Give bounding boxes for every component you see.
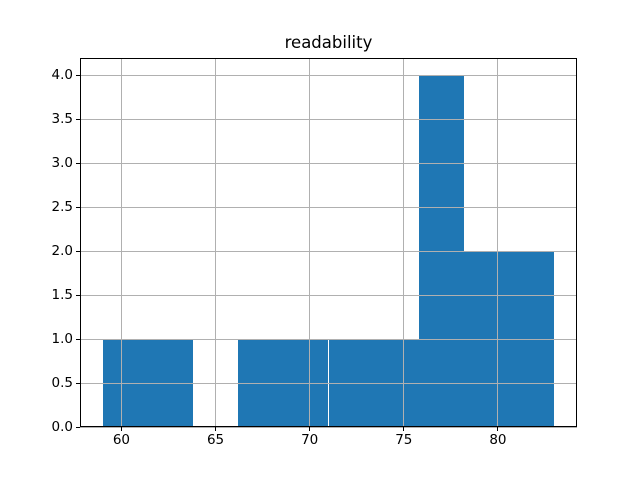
x-tick-label: 75 (395, 432, 413, 448)
y-tick-label: 2.0 (51, 242, 73, 259)
y-tick-mark (76, 426, 80, 428)
gridline-horizontal (80, 338, 577, 340)
chart-title: readability (284, 33, 373, 52)
x-tick-mark (309, 427, 311, 431)
x-tick-label: 80 (489, 432, 507, 448)
gridline-horizontal (80, 162, 577, 164)
x-tick-label: 70 (301, 432, 319, 448)
gridline-horizontal (80, 250, 577, 252)
y-tick-label: 2.5 (51, 198, 73, 215)
gridline-vertical (309, 58, 311, 427)
gridline-vertical (215, 58, 217, 427)
plot-area (80, 58, 577, 428)
y-tick-mark (76, 338, 80, 340)
y-tick-mark (76, 206, 80, 208)
y-tick-label: 1.5 (51, 286, 73, 303)
x-tick-mark (403, 427, 405, 431)
x-tick-mark (215, 427, 217, 431)
y-tick-mark (76, 382, 80, 384)
y-tick-label: 3.5 (51, 111, 73, 127)
y-tick-label: 3.0 (51, 154, 73, 171)
y-tick-label: 4.0 (51, 67, 73, 84)
gridline-vertical (120, 58, 122, 427)
gridline-horizontal (80, 206, 577, 208)
gridline-horizontal (80, 426, 577, 428)
gridline-horizontal (80, 382, 577, 384)
y-tick-label: 1.0 (51, 330, 73, 347)
x-tick-label: 65 (206, 432, 225, 448)
gridline-horizontal (80, 119, 577, 120)
y-tick-label: 0.0 (51, 418, 73, 435)
gridline-vertical (403, 58, 405, 427)
y-tick-mark (76, 75, 80, 77)
x-tick-mark (497, 427, 499, 431)
y-tick-mark (76, 294, 80, 296)
y-tick-mark (76, 162, 80, 164)
y-tick-label: 0.5 (51, 374, 73, 391)
x-tick-label: 60 (112, 432, 130, 448)
y-tick-mark (76, 250, 80, 252)
y-tick-mark (76, 119, 80, 120)
x-tick-mark (120, 427, 122, 431)
gridline-horizontal (80, 294, 577, 296)
gridline-vertical (497, 58, 499, 427)
gridline-horizontal (80, 75, 577, 77)
